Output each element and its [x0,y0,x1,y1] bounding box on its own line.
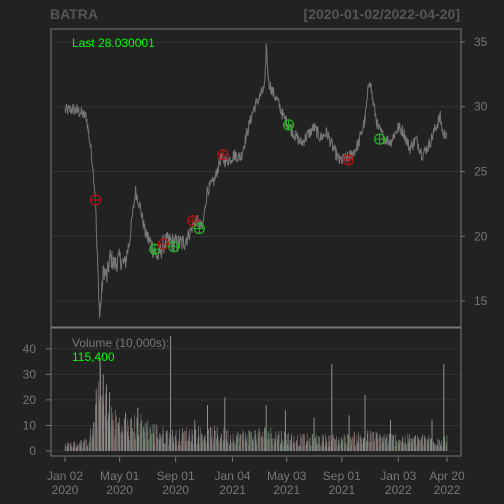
last-price-label: Last 28.030001 [72,36,155,50]
x-tick-year-label: 2020 [162,483,189,497]
volume-bars [64,336,448,451]
price-tick-label: 35 [474,35,488,49]
sell-signal-marker [89,194,102,206]
volume-panel: 0 10 20 30 40 Volume (10,000s): 115,400 [23,327,462,458]
x-tick-year-label: 2021 [328,483,355,497]
x-tick-label: Sep 01 [323,469,361,483]
date-range-title: [2020-01-02/2022-04-20] [304,6,460,22]
volume-tick-label: 0 [29,444,36,458]
buy-signal-marker [282,119,295,131]
x-tick-label: Sep 01 [157,469,195,483]
x-tick-label: May 01 [100,469,140,483]
price-tick-label: 20 [474,229,488,243]
x-tick-year-label: 2020 [106,483,133,497]
price-panel: 15 20 25 30 35 Last 28.030001 [50,28,488,328]
price-panel-frame [50,28,462,328]
buy-signal-marker [374,133,386,145]
x-tick-year-label: 2022 [385,483,412,497]
x-tick-label: Jan 04 [215,469,251,483]
x-tick-label: May 03 [267,469,307,483]
volume-tick-label: 10 [23,418,37,432]
x-tick-label: Jan 03 [380,469,416,483]
buy-signal-marker [193,222,205,235]
price-tick-label: 15 [474,294,488,308]
signal-markers [89,119,386,255]
volume-axis: 0 10 20 30 40 [23,342,51,458]
volume-title: Volume (10,000s): [72,336,169,350]
volume-last-value: 115,400 [72,350,115,364]
x-tick-year-label: 2022 [434,483,461,497]
volume-tick-label: 20 [23,393,37,407]
symbol-title: BATRA [50,6,98,22]
volume-tick-label: 40 [23,342,37,356]
buy-signal-marker [168,241,180,253]
sell-signal-marker [187,215,199,227]
buy-signal-marker [149,243,161,255]
volume-tick-label: 30 [23,367,37,381]
price-tick-label: 30 [474,100,488,114]
sell-signal-marker [342,154,354,166]
x-tick-label: Apr 20 [429,469,465,483]
sell-signal-marker [217,149,229,161]
x-tick-year-label: 2021 [219,483,246,497]
price-tick-label: 25 [474,165,488,179]
price-grid [52,41,460,302]
price-axis: 15 20 25 30 35 [461,35,488,308]
x-tick-year-label: 2020 [52,483,79,497]
x-tick-label: Jan 02 [47,469,83,483]
x-tick-year-label: 2021 [273,483,300,497]
sell-signal-marker [157,238,169,250]
